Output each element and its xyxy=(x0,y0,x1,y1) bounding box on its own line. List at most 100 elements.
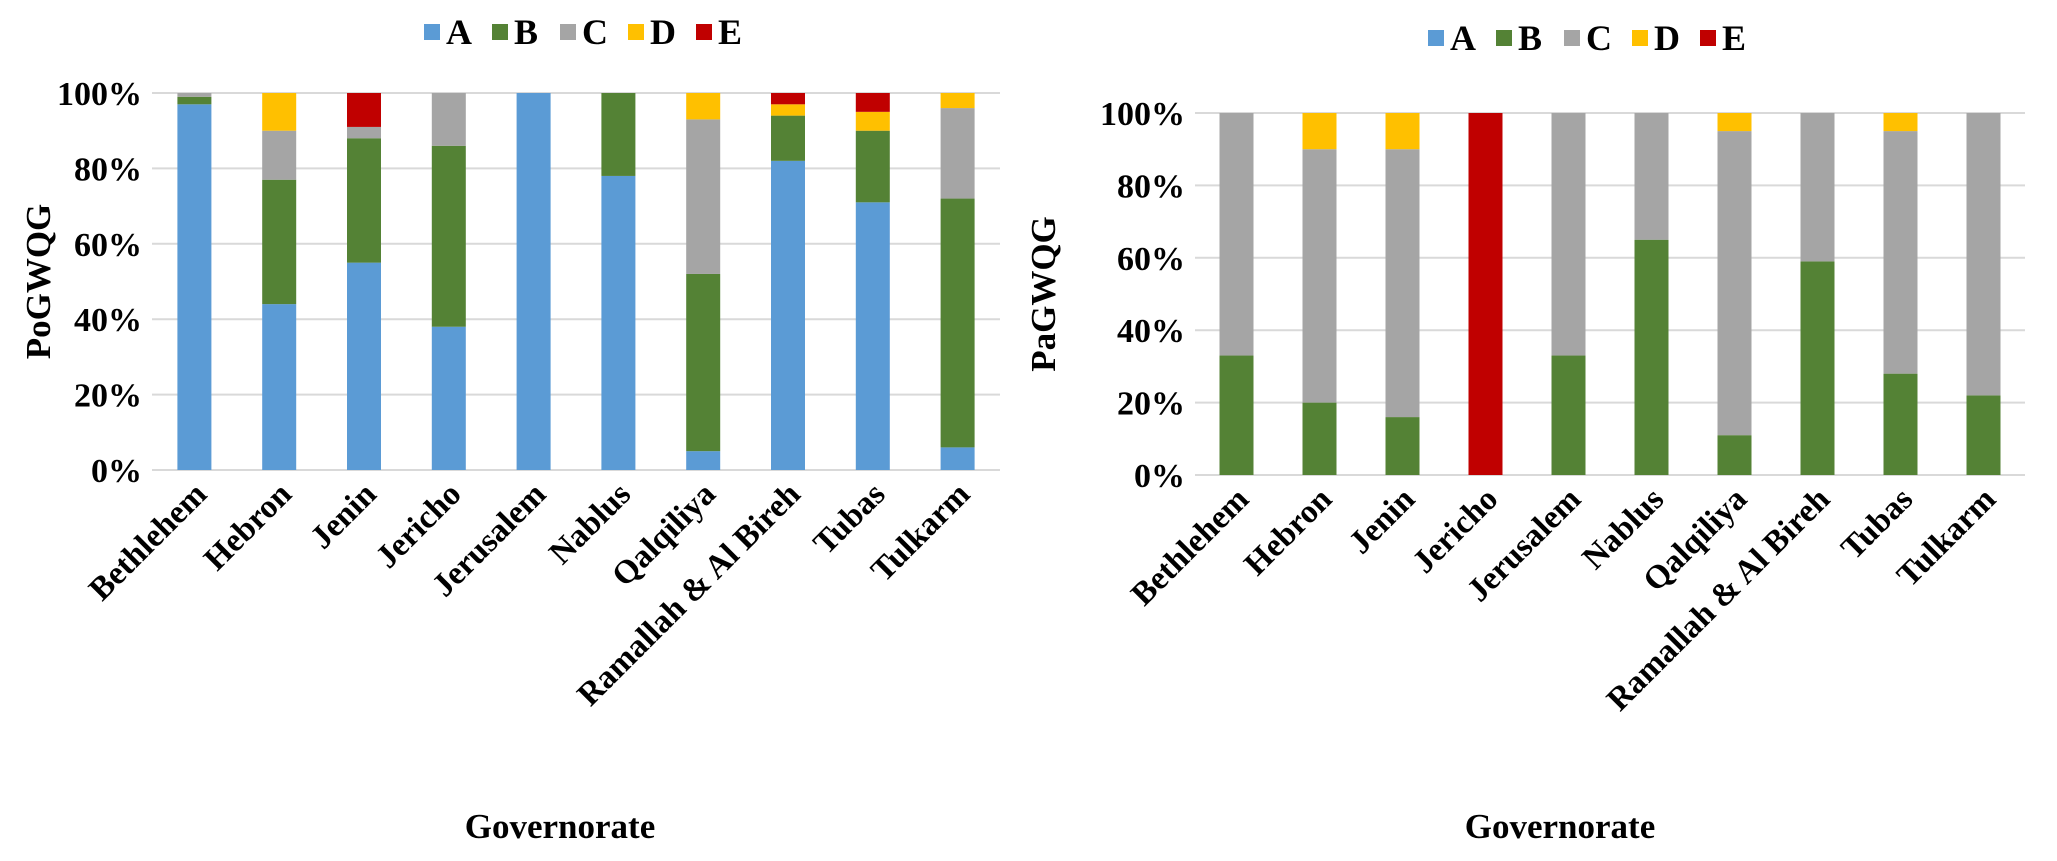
chart2-bar-jenin-c xyxy=(1385,149,1420,418)
chart2-bar-tubas-c xyxy=(1883,131,1918,374)
chart1-legend-label-a: A xyxy=(446,12,472,52)
chart1-legend-swatch-c xyxy=(560,24,576,40)
chart2-bar-jerusalem-c xyxy=(1551,113,1586,356)
chart2-y-axis-title: PaGWQG xyxy=(1024,216,1063,372)
chart2-y-tick-label: 60% xyxy=(1117,241,1185,278)
chart1-bar-hebron-d xyxy=(262,93,297,131)
chart1-bar-hebron-c xyxy=(262,130,297,180)
chart1-y-tick-label: 0% xyxy=(91,453,142,490)
chart2-bar-nablus-b xyxy=(1634,239,1669,475)
chart2-legend-swatch-c xyxy=(1564,30,1580,46)
chart1-bar-jenin-a xyxy=(347,262,381,470)
chart1-y-tick-label: 20% xyxy=(74,378,142,415)
chart2-y-tick-label: 100% xyxy=(1100,96,1185,133)
chart2-legend-label-d: D xyxy=(1654,18,1680,58)
chart1-bar-bethlehem-c xyxy=(177,93,212,97)
chart2-legend-swatch-b xyxy=(1496,30,1512,46)
chart1-bar-nablus-b xyxy=(601,93,636,176)
chart1-legend-swatch-d xyxy=(628,24,644,40)
chart1-bar-tulkarm-c xyxy=(940,108,975,199)
chart1-x-tick-label: Hebron xyxy=(197,476,299,578)
chart1-x-tick-label: Jenin xyxy=(304,476,384,556)
chart2-bar-jenin-b xyxy=(1385,417,1420,475)
chart1-bar-tulkarm-a xyxy=(940,447,975,470)
chart2-legend-label-e: E xyxy=(1722,18,1746,58)
chart2-bar-nablus-c xyxy=(1634,113,1669,240)
chart2-bar-tulkarm-c xyxy=(1966,113,2001,396)
chart1-bar-qalqiliya-b xyxy=(686,273,721,452)
chart2-x-axis-title: Governorate xyxy=(1465,807,1655,846)
chart1-bar-jericho-a xyxy=(431,326,466,470)
chart2-legend-label-a: A xyxy=(1450,18,1476,58)
chart2-bar-tubas-d xyxy=(1883,113,1918,132)
chart1-bar-tulkarm-d xyxy=(940,93,975,109)
chart1-legend-swatch-e xyxy=(696,24,712,40)
chart1-legend-label-e: E xyxy=(718,12,742,52)
chart2-bar-qalqiliya-b xyxy=(1717,435,1752,475)
chart1-y-axis-title: PoGWQG xyxy=(19,204,58,360)
chart1-bar-bethlehem-a xyxy=(177,104,212,470)
chart1-bar-jericho-b xyxy=(431,145,466,327)
chart2-legend-swatch-a xyxy=(1428,30,1444,46)
chart2-bar-tubas-b xyxy=(1883,373,1918,475)
chart1-legend-label-b: B xyxy=(514,12,538,52)
chart2-y-tick-label: 40% xyxy=(1117,313,1185,350)
chart2-bar-hebron-d xyxy=(1302,113,1337,150)
chart1-y-tick-label: 100% xyxy=(57,76,142,113)
chart1-bar-tulkarm-b xyxy=(940,198,975,448)
chart1-bar-nablus-a xyxy=(601,175,636,470)
chart2-legend: A B C D E xyxy=(1428,18,1746,58)
chart1-bar-qalqiliya-d xyxy=(686,93,721,120)
chart1-bar-ramallah-and-al-bireh-d xyxy=(771,104,805,116)
chart1-y-tick-label: 40% xyxy=(74,302,142,339)
chart2-bar-hebron-b xyxy=(1302,402,1337,475)
chart2-bar-ramallah-and-al-bireh-b xyxy=(1800,261,1835,475)
chart1-bar-jenin-e xyxy=(347,93,381,127)
chart2-x-tick-label: Hebron xyxy=(1238,481,1340,583)
chart1-y-tick-label: 60% xyxy=(74,227,142,264)
chart1-bar-ramallah-and-al-bireh-e xyxy=(771,93,805,105)
chart2-bar-jerusalem-b xyxy=(1551,355,1586,475)
chart2-x-tick-label: Bethlehem xyxy=(1124,481,1256,613)
chart1-bar-tubas-d xyxy=(855,111,890,131)
chart2-legend-label-c: C xyxy=(1586,18,1612,58)
chart1-bar-tubas-a xyxy=(855,202,890,470)
chart1-x-tick-label: Bethlehem xyxy=(82,476,214,608)
chart1-bar-jerusalem-a xyxy=(516,93,551,470)
chart1-bar-jenin-b xyxy=(347,138,381,263)
chart2-x-tick-label: Jenin xyxy=(1342,481,1422,561)
chart1-bar-jenin-c xyxy=(347,126,381,139)
chart1-bar-qalqiliya-a xyxy=(686,451,721,470)
chart1-bar-jericho-c xyxy=(431,93,466,146)
chart2-legend-swatch-d xyxy=(1632,30,1648,46)
chart1-legend-swatch-a xyxy=(424,24,440,40)
chart2-bar-jenin-d xyxy=(1385,113,1420,150)
chart2-bar-qalqiliya-d xyxy=(1717,113,1752,132)
chart2-bar-tulkarm-b xyxy=(1966,395,2001,475)
chart2-bar-ramallah-and-al-bireh-c xyxy=(1800,113,1835,262)
chart1-legend-label-d: D xyxy=(650,12,676,52)
chart1-bar-tubas-e xyxy=(855,93,890,112)
chart2-bar-jericho-e xyxy=(1468,113,1503,475)
chart1-legend: A B C D E xyxy=(424,12,742,52)
chart2-y-tick-label: 20% xyxy=(1117,386,1185,423)
chart1-bar-qalqiliya-c xyxy=(686,119,721,274)
chart2-bar-hebron-c xyxy=(1302,149,1337,403)
chart2-bar-bethlehem-c xyxy=(1219,113,1254,356)
chart1-bar-hebron-b xyxy=(262,179,297,305)
chart2-bar-bethlehem-b xyxy=(1219,355,1254,475)
chart2-legend-swatch-e xyxy=(1700,30,1716,46)
chart1-x-axis-title: Governorate xyxy=(465,807,655,846)
chart1-y-tick-label: 80% xyxy=(74,151,142,188)
chart1-bar-tubas-b xyxy=(855,130,890,203)
chart1-legend-label-c: C xyxy=(582,12,608,52)
chart2-bar-qalqiliya-c xyxy=(1717,131,1752,436)
chart1-bar-bethlehem-b xyxy=(177,96,212,105)
chart2-y-tick-label: 0% xyxy=(1134,458,1185,495)
chart1-legend-swatch-b xyxy=(492,24,508,40)
chart1-bar-ramallah-and-al-bireh-a xyxy=(771,160,805,471)
chart2-legend-label-b: B xyxy=(1518,18,1542,58)
